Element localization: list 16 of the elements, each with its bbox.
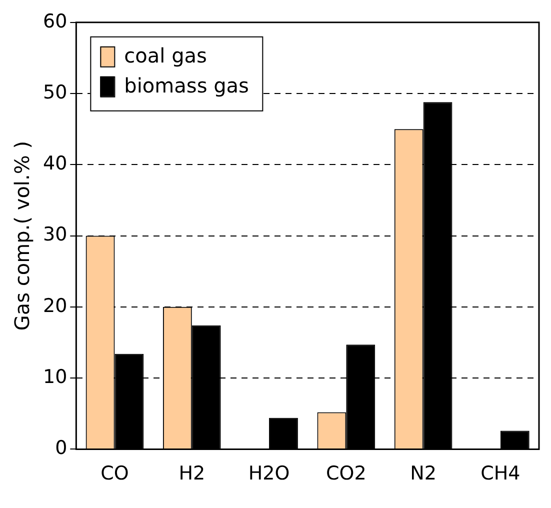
y-axis-title: Gas comp.( vol.% ) [10, 140, 34, 331]
y-tick-label: 50 [42, 81, 68, 104]
y-tick-label: 30 [42, 224, 68, 246]
x-tick-label: CO2 [326, 462, 366, 485]
x-tick-label: CO [100, 462, 129, 485]
x-tick-label: CH4 [480, 462, 520, 485]
x-tick-label: H2 [178, 462, 206, 485]
y-tick-label: 20 [42, 294, 68, 317]
legend-label: biomass gas [124, 74, 249, 98]
y-tick-label: 10 [42, 366, 68, 388]
legend-label: coal gas [124, 44, 207, 68]
y-tick-label: 40 [42, 152, 68, 175]
x-tick-label: H2O [248, 462, 290, 485]
x-tick-label: N2 [410, 462, 436, 485]
y-tick-label: 0 [55, 437, 68, 460]
y-tick-label: 60 [42, 10, 68, 32]
